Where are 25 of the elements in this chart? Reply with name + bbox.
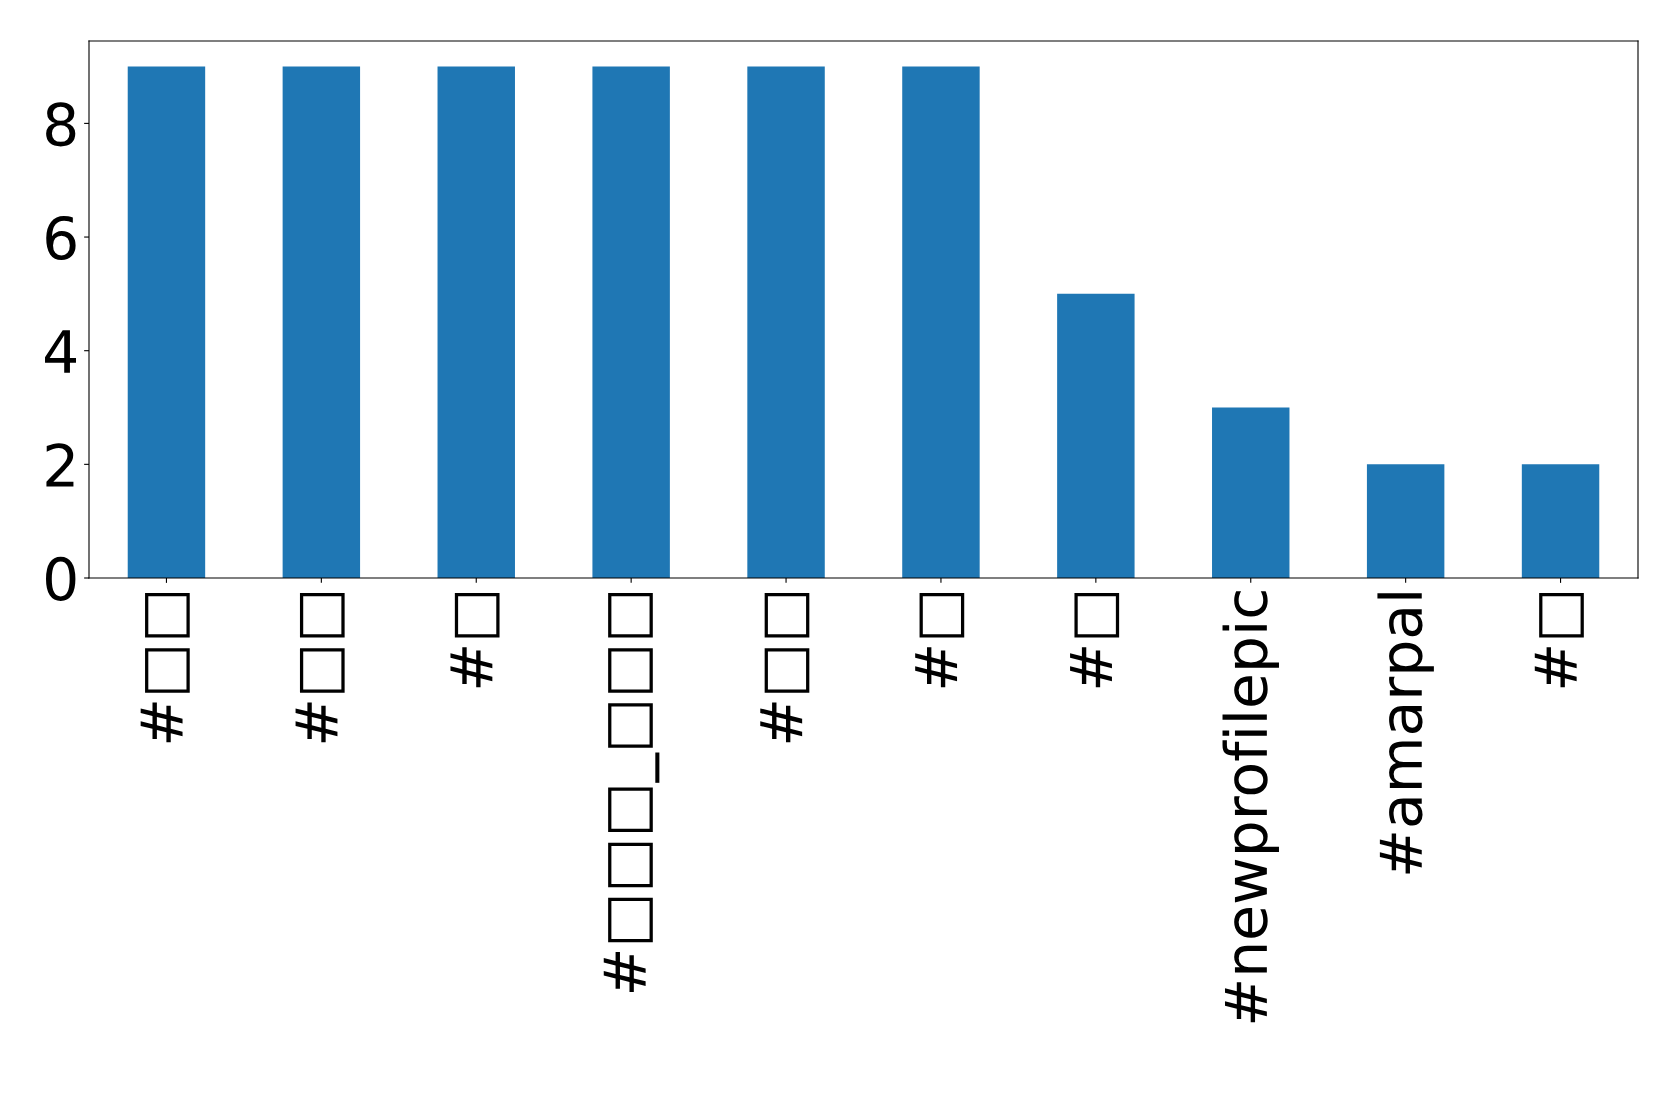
bar: [592, 66, 670, 578]
y-tick-label: 8: [46, 102, 76, 147]
y-tick-label: 2: [46, 443, 74, 487]
x-tick-label: #amarpal: [1377, 593, 1434, 874]
bar: [437, 66, 515, 578]
bar: [1057, 293, 1135, 578]
bar: [127, 66, 206, 578]
x-tick-label: #□□□_□□□: [603, 593, 660, 992]
x-tick-label: #□□: [295, 593, 345, 743]
x-tick-label: #□□: [140, 593, 190, 743]
bar: [902, 66, 980, 578]
x-tick-label: #newprofilepic: [1222, 591, 1279, 1023]
x-tick-label: #□□: [760, 593, 810, 743]
y-tick-label: 4: [45, 330, 77, 373]
x-tick-label: #□: [915, 593, 965, 688]
bar: [747, 66, 825, 578]
bar: [282, 66, 361, 578]
x-tick-label: #□: [1070, 593, 1120, 688]
bar: [1521, 464, 1600, 578]
x-tick-label: #□: [450, 593, 500, 688]
y-tick-label: 6: [46, 215, 76, 261]
y-tick-label: 0: [46, 556, 76, 601]
bar: [1366, 464, 1445, 578]
bar: [1212, 407, 1290, 578]
x-tick-label: #□: [1534, 593, 1584, 688]
